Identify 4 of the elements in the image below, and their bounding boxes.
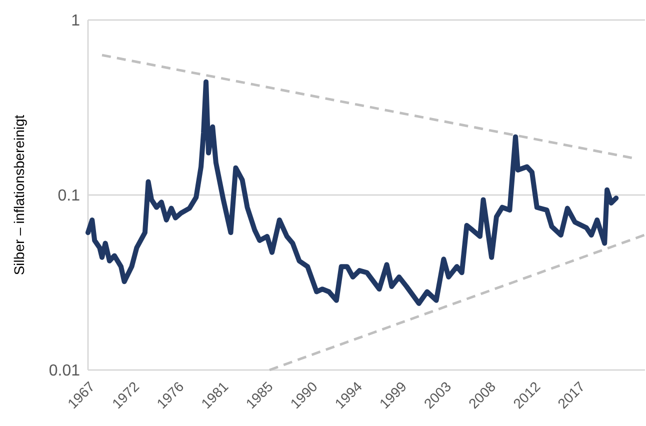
y-tick-label: 0.1	[58, 188, 80, 205]
y-tick-label: 0.01	[48, 362, 80, 380]
y-tick-label: 1	[71, 12, 80, 30]
y-axis-title: Silber – inflationsbereinigt	[11, 114, 27, 276]
